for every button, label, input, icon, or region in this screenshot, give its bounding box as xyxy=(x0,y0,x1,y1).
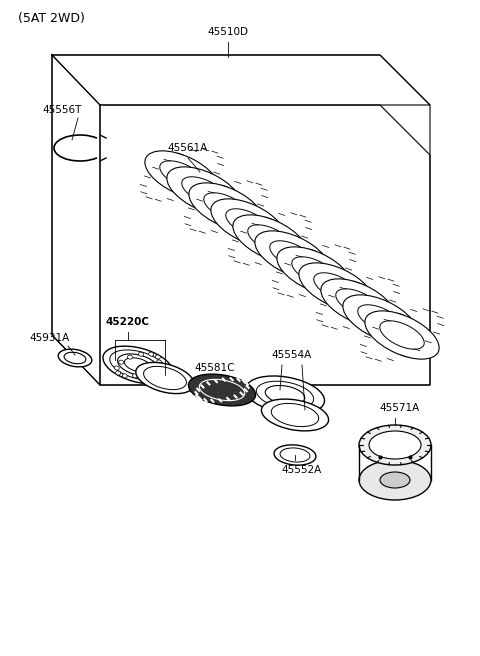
Ellipse shape xyxy=(265,386,305,405)
Ellipse shape xyxy=(343,295,417,343)
Text: 45552A: 45552A xyxy=(282,465,322,475)
Ellipse shape xyxy=(204,193,248,221)
Ellipse shape xyxy=(233,215,307,263)
Ellipse shape xyxy=(144,366,186,390)
Ellipse shape xyxy=(358,305,402,333)
Ellipse shape xyxy=(256,381,313,409)
Ellipse shape xyxy=(145,151,219,199)
Ellipse shape xyxy=(110,350,166,380)
Ellipse shape xyxy=(365,311,439,359)
Text: 45510D: 45510D xyxy=(207,27,249,37)
Ellipse shape xyxy=(116,371,120,375)
Ellipse shape xyxy=(199,379,245,401)
Ellipse shape xyxy=(380,321,424,349)
Ellipse shape xyxy=(271,403,319,426)
Ellipse shape xyxy=(160,161,204,189)
Ellipse shape xyxy=(64,352,86,363)
Ellipse shape xyxy=(149,352,154,356)
Ellipse shape xyxy=(144,371,148,375)
Text: 45581C: 45581C xyxy=(195,363,235,373)
Ellipse shape xyxy=(189,183,263,231)
Ellipse shape xyxy=(189,374,255,406)
Text: 45571A: 45571A xyxy=(380,403,420,413)
Ellipse shape xyxy=(321,279,395,327)
Ellipse shape xyxy=(156,355,160,359)
Ellipse shape xyxy=(359,425,431,465)
Ellipse shape xyxy=(118,354,158,376)
Ellipse shape xyxy=(124,358,152,372)
Ellipse shape xyxy=(114,366,119,370)
Ellipse shape xyxy=(299,263,373,311)
Ellipse shape xyxy=(369,431,421,459)
Ellipse shape xyxy=(122,374,127,378)
Text: 45554A: 45554A xyxy=(272,350,312,360)
Ellipse shape xyxy=(314,273,358,301)
Ellipse shape xyxy=(128,355,132,359)
Ellipse shape xyxy=(103,346,173,384)
Ellipse shape xyxy=(119,360,124,364)
Ellipse shape xyxy=(277,247,351,295)
Ellipse shape xyxy=(132,374,137,378)
Ellipse shape xyxy=(292,256,336,285)
Ellipse shape xyxy=(262,399,329,431)
Ellipse shape xyxy=(359,460,431,500)
Ellipse shape xyxy=(255,231,329,279)
Ellipse shape xyxy=(58,349,92,367)
Ellipse shape xyxy=(167,167,241,215)
Ellipse shape xyxy=(152,366,157,370)
Ellipse shape xyxy=(182,176,226,205)
Text: 45556T: 45556T xyxy=(42,105,82,115)
Ellipse shape xyxy=(226,209,270,237)
Ellipse shape xyxy=(336,289,380,318)
Text: (5AT 2WD): (5AT 2WD) xyxy=(18,12,85,25)
Ellipse shape xyxy=(248,225,292,253)
Ellipse shape xyxy=(136,362,194,394)
Ellipse shape xyxy=(274,445,316,465)
Text: 45220C: 45220C xyxy=(106,317,150,327)
Text: 45561A: 45561A xyxy=(168,143,208,153)
Ellipse shape xyxy=(270,241,314,269)
Ellipse shape xyxy=(157,360,162,364)
Ellipse shape xyxy=(380,472,410,488)
Ellipse shape xyxy=(211,199,285,247)
Text: 45931A: 45931A xyxy=(30,333,70,343)
Ellipse shape xyxy=(245,376,324,414)
Ellipse shape xyxy=(280,448,310,462)
Ellipse shape xyxy=(139,352,144,356)
